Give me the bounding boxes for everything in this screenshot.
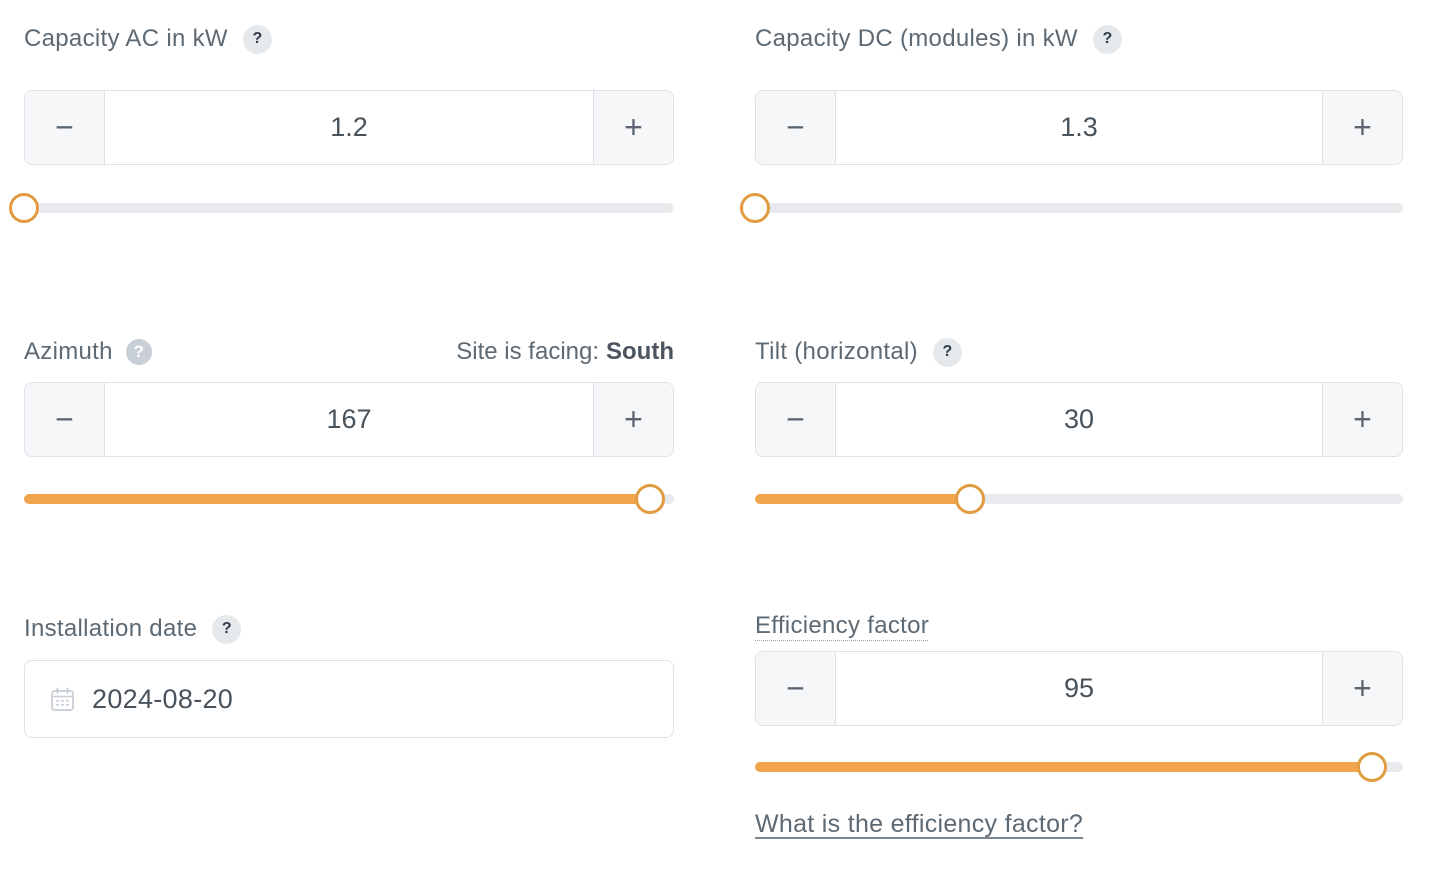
capacity-ac-stepper: − + [24, 90, 674, 165]
tilt-input[interactable] [836, 383, 1322, 456]
capacity-ac-label: Capacity AC in kW [24, 25, 228, 52]
help-icon[interactable]: ? [1092, 24, 1122, 54]
capacity-ac-field: Capacity AC in kW ? − + [9, 22, 674, 223]
help-icon[interactable]: ? [212, 614, 242, 644]
slider-fill [24, 494, 650, 504]
azimuth-input[interactable] [105, 383, 593, 456]
installation-date-label: Installation date [24, 615, 198, 642]
installation-date-value: 2024-08-20 [92, 683, 234, 714]
calendar-icon [49, 686, 76, 713]
capacity-dc-label-row: Capacity DC (modules) in kW ? [755, 22, 1403, 56]
efficiency-input[interactable] [836, 652, 1322, 725]
increment-button[interactable]: + [1322, 383, 1402, 456]
capacity-dc-label: Capacity DC (modules) in kW [755, 25, 1078, 52]
help-icon[interactable]: ? [125, 339, 152, 365]
tilt-field: Tilt (horizontal) ? − + [755, 335, 1403, 514]
decrement-button[interactable]: − [756, 383, 836, 456]
installation-date-field: Installation date ? 2024-08-20 [24, 612, 674, 738]
tilt-slider[interactable] [755, 484, 1403, 514]
tilt-label-row: Tilt (horizontal) ? [755, 335, 1403, 369]
site-facing: Site is facing: South [456, 338, 674, 366]
azimuth-stepper: − + [24, 382, 674, 457]
efficiency-slider[interactable] [755, 752, 1403, 782]
capacity-dc-stepper: − + [755, 90, 1403, 165]
site-facing-value: South [606, 338, 674, 365]
decrement-button[interactable]: − [756, 652, 836, 725]
efficiency-stepper: − + [755, 651, 1403, 726]
capacity-dc-slider[interactable] [740, 193, 1403, 223]
capacity-ac-slider[interactable] [9, 193, 674, 223]
slider-thumb[interactable] [634, 484, 665, 514]
capacity-dc-input[interactable] [836, 91, 1322, 164]
efficiency-field: Efficiency factor − + What is the effici… [755, 612, 1403, 839]
azimuth-slider[interactable] [24, 484, 674, 514]
azimuth-label-group: Azimuth ? [24, 338, 152, 366]
tilt-stepper: − + [755, 382, 1403, 457]
installation-date-input[interactable]: 2024-08-20 [24, 660, 674, 738]
efficiency-factor-link[interactable]: What is the efficiency factor? [755, 810, 1084, 838]
slider-thumb[interactable] [955, 484, 986, 514]
slider-thumb[interactable] [1356, 752, 1387, 782]
installation-date-label-row: Installation date ? [24, 612, 674, 646]
help-icon[interactable]: ? [932, 337, 962, 367]
increment-button[interactable]: + [1322, 652, 1402, 725]
decrement-button[interactable]: − [25, 383, 105, 456]
azimuth-label-row: Azimuth ? Site is facing: South [24, 335, 674, 369]
increment-button[interactable]: + [1322, 91, 1402, 164]
slider-thumb[interactable] [9, 193, 39, 223]
azimuth-label: Azimuth [24, 338, 113, 365]
efficiency-label[interactable]: Efficiency factor [755, 612, 930, 639]
tilt-label: Tilt (horizontal) [755, 338, 918, 365]
efficiency-label-row: Efficiency factor [755, 612, 1403, 642]
slider-thumb[interactable] [740, 193, 770, 223]
decrement-button[interactable]: − [756, 91, 836, 164]
increment-button[interactable]: + [593, 91, 673, 164]
azimuth-field: Azimuth ? Site is facing: South − + [24, 335, 674, 514]
slider-fill [755, 762, 1372, 772]
capacity-ac-input[interactable] [105, 91, 593, 164]
decrement-button[interactable]: − [25, 91, 105, 164]
site-facing-label: Site is facing: [456, 338, 600, 365]
increment-button[interactable]: + [593, 383, 673, 456]
capacity-ac-label-row: Capacity AC in kW ? [24, 22, 674, 56]
help-icon[interactable]: ? [242, 24, 272, 54]
capacity-dc-field: Capacity DC (modules) in kW ? − + [740, 22, 1403, 223]
slider-fill [755, 494, 971, 504]
